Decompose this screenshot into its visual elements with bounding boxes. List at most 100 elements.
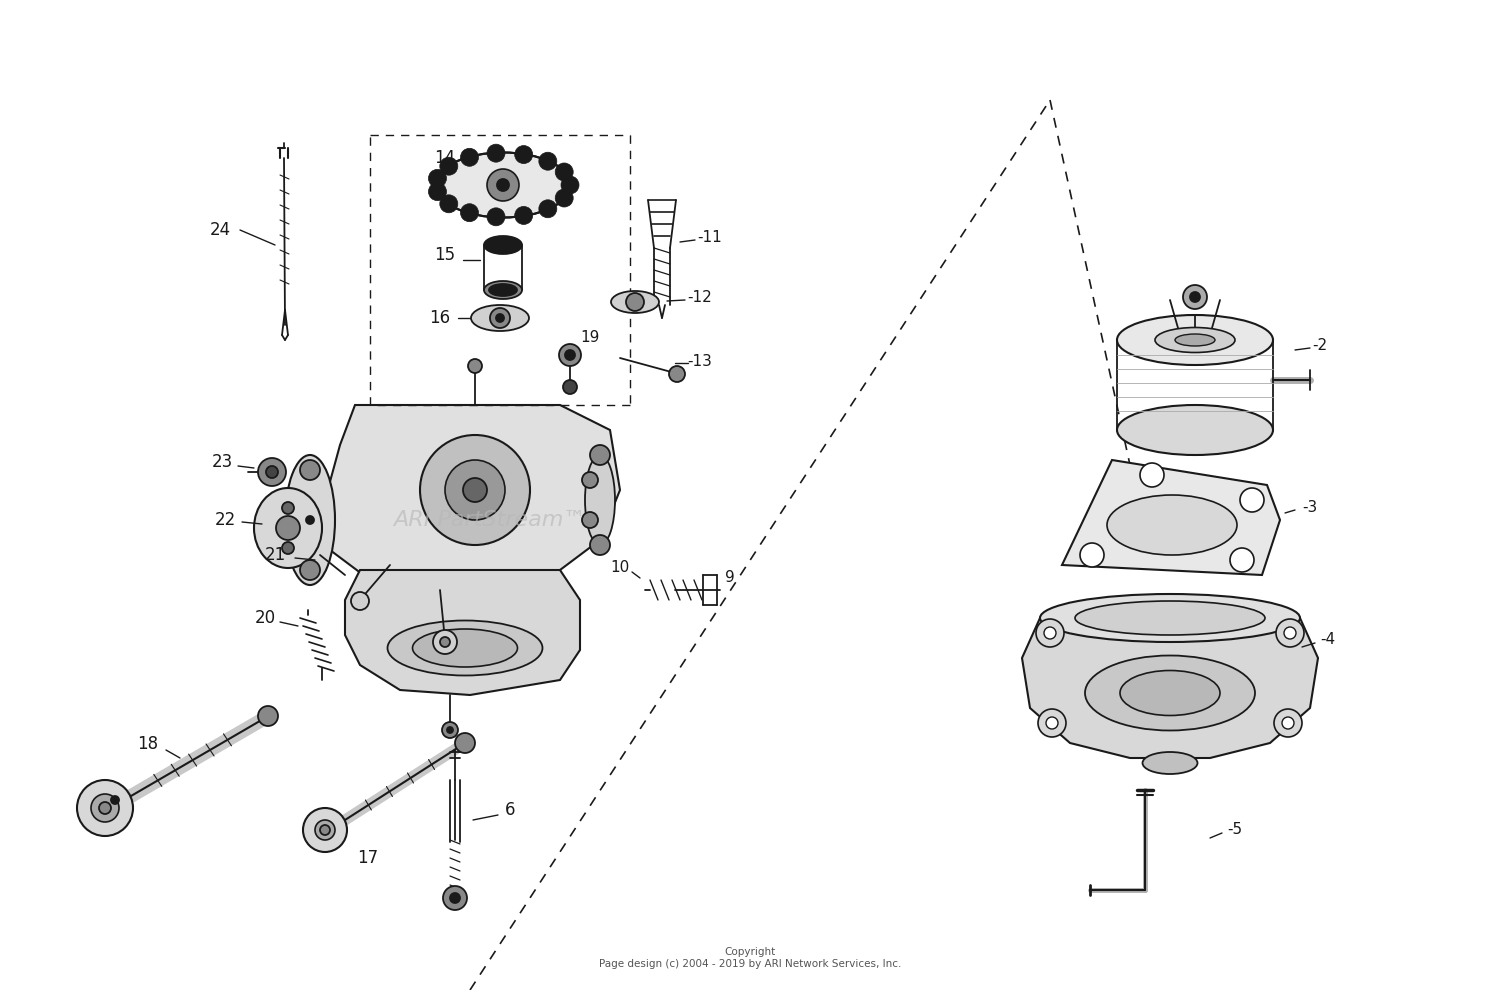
Circle shape [460,148,478,166]
Text: 9: 9 [724,570,735,585]
Circle shape [626,293,644,311]
Text: -3: -3 [1302,501,1317,516]
Ellipse shape [1120,670,1220,716]
Ellipse shape [1040,594,1300,642]
Text: 18: 18 [138,735,159,753]
Circle shape [442,886,466,910]
Text: 15: 15 [435,246,456,264]
Circle shape [1080,543,1104,567]
Circle shape [514,146,532,163]
Text: 24: 24 [210,221,231,239]
Ellipse shape [1155,328,1234,352]
Circle shape [440,637,450,647]
Ellipse shape [413,629,518,667]
Circle shape [440,157,458,175]
Ellipse shape [489,284,518,296]
Polygon shape [1022,618,1318,758]
Circle shape [488,208,506,226]
Ellipse shape [610,291,658,313]
Circle shape [1046,717,1058,729]
Ellipse shape [585,455,615,545]
Circle shape [538,152,556,170]
Circle shape [566,350,574,360]
Circle shape [582,512,598,528]
Text: -13: -13 [687,354,712,369]
Text: -12: -12 [687,290,712,306]
Circle shape [420,435,530,545]
Circle shape [447,727,453,733]
Ellipse shape [1174,334,1215,346]
Circle shape [496,179,508,191]
Text: 16: 16 [429,309,450,327]
Text: -5: -5 [1227,823,1242,838]
Circle shape [582,472,598,488]
Text: 6: 6 [504,801,516,819]
Polygon shape [345,570,580,695]
Circle shape [300,560,320,580]
Circle shape [276,516,300,540]
Circle shape [306,516,314,524]
Circle shape [1038,709,1066,737]
Circle shape [1284,627,1296,639]
Circle shape [1184,285,1208,309]
Circle shape [1044,627,1056,639]
Circle shape [468,359,482,373]
Circle shape [429,182,447,201]
Circle shape [429,169,447,187]
Circle shape [1282,717,1294,729]
Circle shape [562,380,578,394]
Circle shape [1274,709,1302,737]
Circle shape [258,706,278,726]
Circle shape [561,176,579,194]
Circle shape [1036,619,1064,647]
Ellipse shape [484,236,522,254]
Circle shape [590,445,610,465]
Circle shape [76,780,134,836]
Circle shape [300,460,320,480]
Circle shape [555,189,573,207]
Circle shape [303,808,346,852]
Text: 21: 21 [264,546,285,564]
Text: 23: 23 [211,453,232,471]
Circle shape [320,825,330,835]
Text: -2: -2 [1312,338,1328,352]
Circle shape [490,308,510,328]
Circle shape [433,630,457,654]
Ellipse shape [435,152,570,218]
Polygon shape [326,405,620,590]
Text: 10: 10 [610,560,630,575]
Circle shape [488,169,519,201]
Circle shape [1230,548,1254,572]
Circle shape [351,592,369,610]
Circle shape [258,458,286,486]
Circle shape [315,820,334,840]
Ellipse shape [285,455,334,585]
Text: 17: 17 [357,849,378,867]
Circle shape [282,502,294,514]
Circle shape [560,344,580,366]
Text: 19: 19 [580,331,600,346]
Circle shape [555,163,573,181]
Ellipse shape [1076,601,1264,635]
Ellipse shape [484,281,522,299]
Circle shape [440,195,458,213]
Ellipse shape [471,305,530,331]
Circle shape [266,466,278,478]
Circle shape [450,893,460,903]
Circle shape [282,542,294,554]
Circle shape [460,204,478,222]
Circle shape [1240,488,1264,512]
Circle shape [446,460,506,520]
Text: 20: 20 [255,609,276,627]
Circle shape [454,733,476,753]
Circle shape [669,366,686,382]
Ellipse shape [1084,655,1256,731]
Ellipse shape [1118,405,1274,455]
Ellipse shape [1143,752,1197,774]
Circle shape [514,207,532,225]
Circle shape [92,794,118,822]
Text: -4: -4 [1320,633,1335,647]
Circle shape [496,314,504,322]
Circle shape [538,200,556,218]
Circle shape [590,535,610,555]
